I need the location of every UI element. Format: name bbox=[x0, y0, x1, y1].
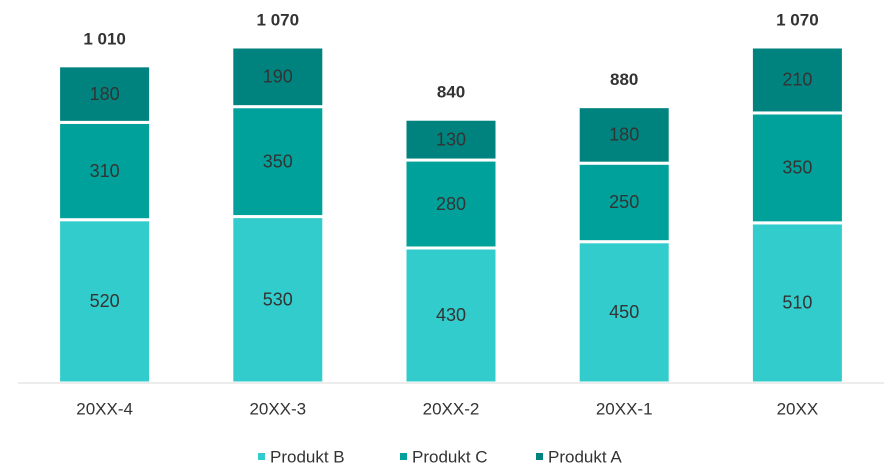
data-label: 180 bbox=[90, 84, 120, 104]
bar-segment bbox=[403, 158, 499, 250]
bar-segment bbox=[57, 218, 153, 385]
bar-segment bbox=[230, 215, 326, 385]
data-label: 430 bbox=[436, 305, 466, 325]
legend-label: Produkt B bbox=[270, 447, 345, 466]
bar-segment bbox=[230, 45, 326, 109]
total-label: 1 070 bbox=[257, 10, 300, 29]
data-label: 450 bbox=[609, 302, 639, 322]
bar-segment bbox=[576, 240, 672, 385]
x-tick-label: 20XX-4 bbox=[76, 399, 133, 418]
data-label: 280 bbox=[436, 194, 466, 214]
data-label: 530 bbox=[263, 290, 293, 310]
x-tick-label: 20XX-1 bbox=[596, 399, 653, 418]
x-tick-label: 20XX-2 bbox=[423, 399, 480, 418]
bar-segment bbox=[403, 117, 499, 162]
legend-swatch bbox=[536, 453, 543, 460]
total-label: 1 070 bbox=[776, 10, 819, 29]
data-label: 350 bbox=[263, 151, 293, 171]
data-label: 210 bbox=[782, 70, 812, 90]
x-tick-label: 20XX bbox=[777, 399, 819, 418]
legend-swatch bbox=[258, 453, 265, 460]
total-label: 840 bbox=[437, 83, 465, 102]
x-tick-label: 20XX-3 bbox=[249, 399, 306, 418]
bar-segment bbox=[576, 161, 672, 244]
data-label: 180 bbox=[609, 125, 639, 145]
legend-label: Produkt A bbox=[548, 447, 622, 466]
data-label: 510 bbox=[782, 293, 812, 313]
data-label: 520 bbox=[90, 291, 120, 311]
bar-segment bbox=[749, 45, 845, 115]
data-label: 190 bbox=[263, 67, 293, 87]
data-label: 250 bbox=[609, 192, 639, 212]
data-label: 310 bbox=[90, 161, 120, 181]
bar-segment bbox=[230, 105, 326, 219]
bar-segment bbox=[57, 120, 153, 222]
legend-swatch bbox=[400, 453, 407, 460]
data-label: 130 bbox=[436, 129, 466, 149]
legend-label: Produkt C bbox=[412, 447, 488, 466]
total-label: 1 010 bbox=[83, 29, 126, 48]
bar-segment bbox=[576, 105, 672, 165]
bar-segment bbox=[57, 64, 153, 124]
data-label: 350 bbox=[782, 158, 812, 178]
total-label: 880 bbox=[610, 70, 638, 89]
